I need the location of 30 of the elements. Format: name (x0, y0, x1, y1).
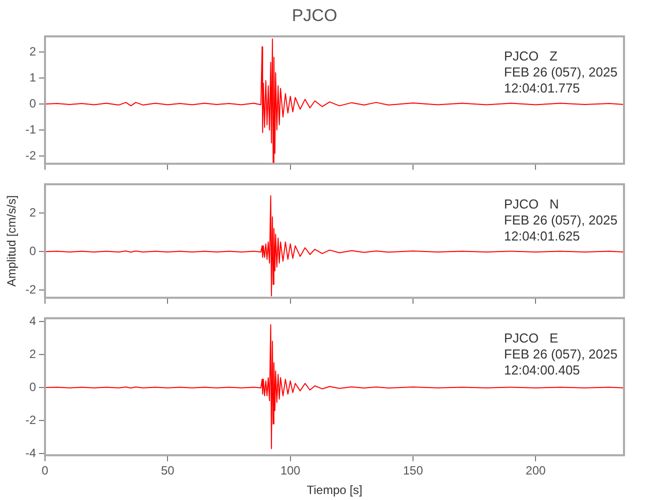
y-tick-label: 0 (29, 380, 36, 394)
y-tick-label: -2 (25, 282, 36, 296)
annotation: 12:04:00.405 (504, 362, 580, 378)
x-axis-title: Tiempo [s] (306, 483, 362, 498)
x-tick-label: 150 (402, 464, 424, 478)
annotation: 12:04:01.775 (504, 80, 580, 96)
x-tick-label: 200 (526, 464, 546, 478)
y-axis-title: Amplitud [cm/s/s] (4, 195, 19, 287)
y-tick-label: -1 (25, 122, 36, 136)
y-tick-label: 0 (29, 96, 36, 110)
annotation: PJCO Z (504, 48, 558, 64)
x-tick-label: 100 (280, 464, 301, 478)
annotation: 12:04:01.625 (504, 228, 580, 244)
y-tick-label: 2 (29, 205, 36, 220)
y-tick-label: 2 (29, 346, 36, 361)
annotation: FEB 26 (057), 2025 (504, 64, 618, 80)
annotation: FEB 26 (057), 2025 (504, 346, 618, 362)
chart-title: PJCO (292, 6, 338, 25)
annotation: PJCO E (504, 330, 559, 346)
x-tick-label: 50 (160, 464, 175, 478)
y-tick-label: 2 (29, 44, 36, 58)
y-tick-label: -2 (25, 412, 36, 427)
annotation: FEB 26 (057), 2025 (504, 212, 618, 228)
y-tick-label: 4 (29, 314, 36, 328)
annotation: PJCO N (504, 196, 559, 212)
y-tick-label: -4 (25, 446, 36, 460)
x-tick-label: 0 (42, 464, 49, 478)
y-tick-label: 1 (29, 70, 36, 84)
y-tick-label: -2 (25, 148, 36, 162)
y-tick-label: 0 (29, 244, 36, 258)
